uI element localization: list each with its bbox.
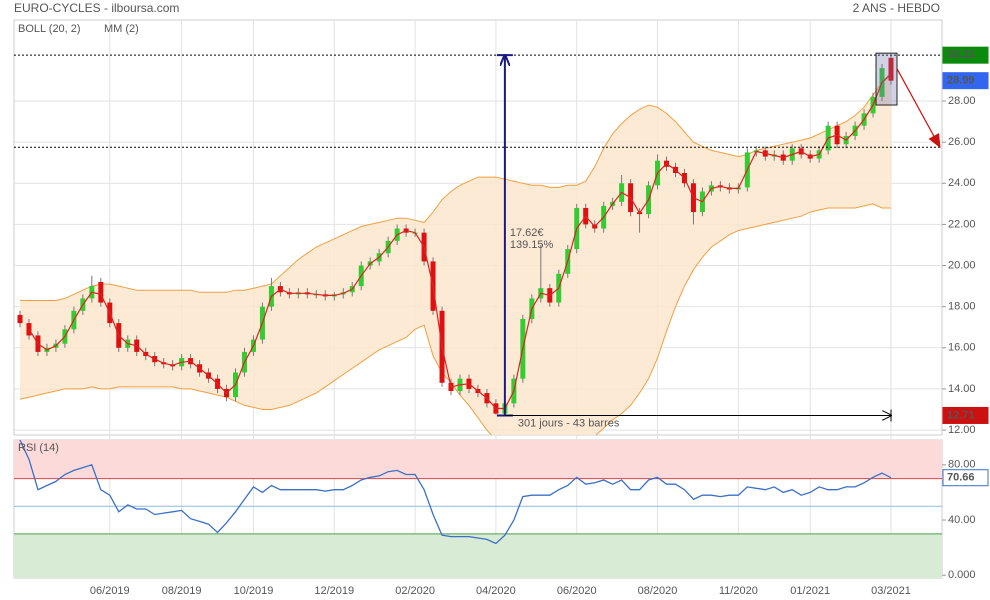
bollinger-lower	[19, 203, 891, 435]
mm-line	[28, 73, 892, 410]
y-tick-label: 14.00	[948, 383, 976, 395]
value-box	[942, 469, 989, 487]
last-label: 28.99	[947, 75, 975, 87]
candle-body	[26, 323, 32, 336]
value-box	[942, 406, 989, 424]
selection-box	[875, 52, 898, 106]
x-tick-label: 01/2021	[790, 585, 830, 597]
y-tick-label: 20.00	[948, 259, 976, 271]
y-tick-label: 12.00	[948, 424, 976, 436]
plot-area	[19, 440, 892, 545]
legend-entry: RSI (14)	[18, 442, 59, 454]
y-tick-label: 0.000	[948, 569, 976, 581]
value-box	[942, 46, 989, 64]
x-tick-label: 12/2019	[314, 585, 354, 597]
x-tick-label: 06/2019	[90, 585, 130, 597]
x-tick-label: 08/2019	[162, 585, 202, 597]
oversold-zone	[14, 533, 942, 578]
candle-body	[888, 57, 894, 81]
x-tick-label: 03/2021	[871, 585, 911, 597]
overbought-zone	[14, 440, 942, 479]
duration-label: 301 jours - 43 barres	[518, 417, 620, 429]
candle-body	[17, 314, 23, 324]
projection-arrow	[896, 68, 941, 149]
x-tick-label: 10/2019	[234, 585, 274, 597]
y-tick-label: 28.00	[948, 95, 976, 107]
y-tick-label: 18.00	[948, 301, 976, 313]
chart-subtitle: 2 ANS - HEBDO	[853, 1, 940, 15]
x-tick-label: 04/2020	[476, 585, 516, 597]
y-tick-label: 26.00	[948, 136, 976, 148]
y-tick-label: 24.00	[948, 177, 976, 189]
high-label: 30.23	[947, 49, 975, 61]
x-tick-label: 06/2020	[557, 585, 597, 597]
y-tick-label: 80.00	[948, 459, 976, 471]
candle-body	[98, 281, 104, 303]
rsi-line	[19, 440, 892, 545]
x-tick-label: 02/2020	[395, 585, 435, 597]
x-tick-label: 11/2020	[719, 585, 758, 597]
range-label: 17.62€	[510, 227, 544, 239]
rsi-last-label: 70.66	[947, 472, 975, 484]
legend-entry: BOLL (20, 2)	[18, 23, 81, 35]
value-box	[942, 72, 989, 90]
x-tick-label: 08/2020	[638, 585, 678, 597]
legend-entry: MM (2)	[104, 23, 139, 35]
chart-title: EURO-CYCLES - ilboursa.com	[14, 1, 179, 15]
y-tick-label: 16.00	[948, 342, 976, 354]
range-label: 139.15%	[510, 239, 554, 251]
y-tick-label: 40.00	[948, 514, 976, 526]
y-tick-label: 22.00	[948, 218, 976, 230]
bollinger-fill	[20, 72, 891, 435]
low-label: 12.71	[947, 409, 975, 421]
plot-area	[17, 55, 894, 435]
